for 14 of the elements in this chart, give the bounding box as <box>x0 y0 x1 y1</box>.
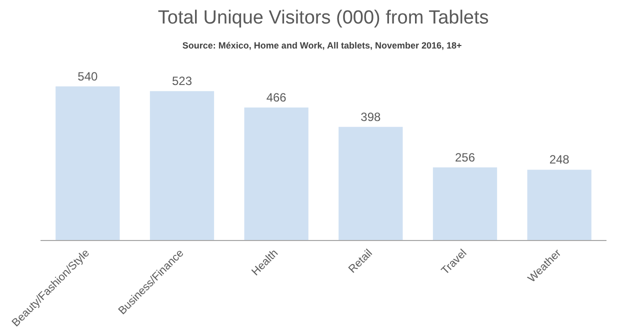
bar <box>527 170 592 240</box>
data-label: 466 <box>266 90 287 104</box>
data-label: 248 <box>549 152 570 167</box>
bar <box>56 86 120 240</box>
bar <box>338 126 403 240</box>
chart-title: Total Unique Visitors (000) from Tablets <box>158 8 489 28</box>
data-label: 256 <box>454 150 476 164</box>
bar <box>150 91 214 240</box>
data-label: 523 <box>172 74 192 88</box>
data-label: 398 <box>360 110 382 124</box>
bar <box>244 107 308 240</box>
bar <box>432 167 498 240</box>
data-label: 540 <box>78 69 98 84</box>
chart-subtitle: Source: México, Home and Work, All tablets, November 2016, 18+ <box>182 40 462 50</box>
